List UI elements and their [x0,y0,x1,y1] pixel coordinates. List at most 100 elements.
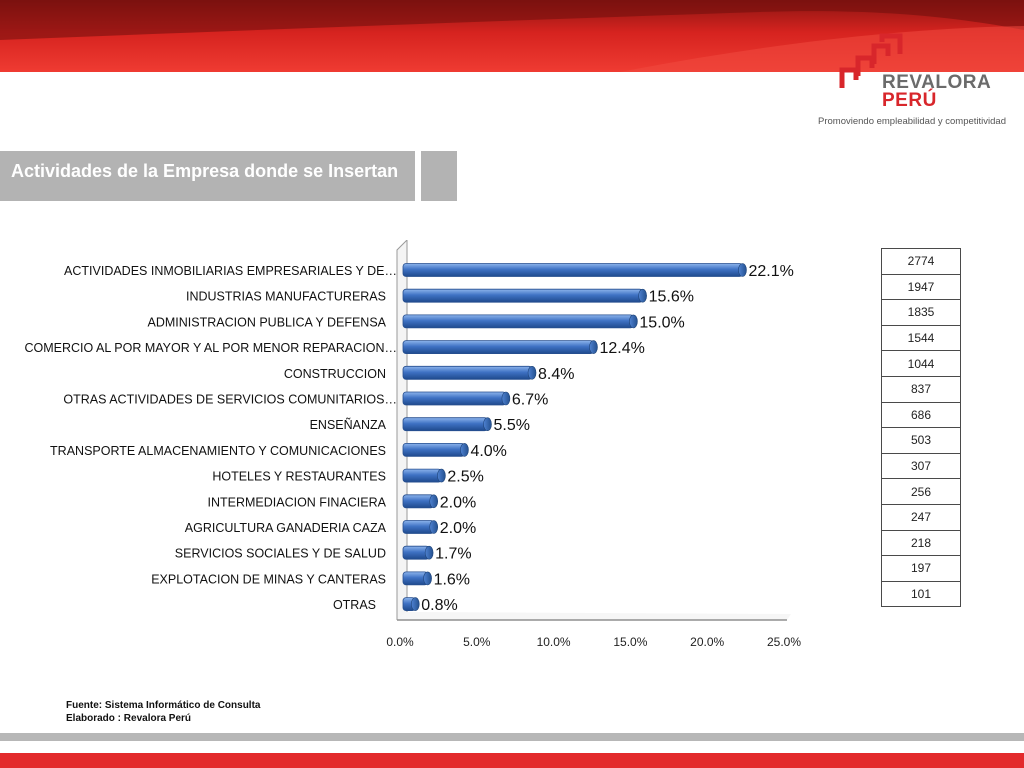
bar-group [402,391,511,406]
bar [402,520,435,534]
bar-cap [738,263,747,277]
count-cell: 197 [881,555,961,582]
bar [402,468,442,483]
title-tab-decoration [421,151,457,201]
bar-group [402,314,638,329]
value-label: 0.8% [421,597,457,614]
category-label: ACTIVIDADES INMOBILIARIAS EMPRESARIALES … [64,264,397,278]
value-label: 2.5% [447,469,483,486]
bar-group [402,468,446,483]
counts-row: 2774 [881,248,961,275]
counts-row: 686 [881,401,961,429]
brand-name: REVALORA [882,72,992,93]
count-cell: 1544 [881,324,961,352]
count-cell: 218 [881,529,961,557]
counts-row: 1947 [881,273,961,301]
bar-cap [410,597,420,611]
bar-chart: 0.0% 5.0% 10.0% 15.0% 20.0% 25.0% ACTIVIDADES… [24,240,801,649]
count-cell: 1044 [881,350,961,377]
category-label: SERVICIOS SOCIALES Y DE SALUD [175,547,386,561]
bar-cap [429,494,439,509]
counts-row: 101 [881,580,961,608]
value-label: 8.4% [538,366,574,383]
category-label: COMERCIO AL POR MAYOR Y AL POR MENOR REP… [24,341,397,355]
value-label: 22.1% [748,263,793,280]
category-label: TRANSPORTE ALMACENAMIENTO Y COMUNICACION… [50,444,386,458]
count-cell: 503 [881,427,961,454]
x-tick-label: 10.0% [537,635,571,649]
bar-cap [629,314,638,329]
value-label: 15.0% [639,314,684,331]
bar [402,263,743,277]
bar [402,417,488,432]
source-note: Fuente: Sistema Informático de Consulta [66,700,261,711]
count-cell: 101 [881,580,961,608]
value-label: 1.7% [435,546,471,563]
category-label: INDUSTRIAS MANUFACTURERAS [186,290,386,304]
header-band [0,0,1024,72]
counts-row: 218 [881,529,961,557]
counts-row: 503 [881,427,961,454]
bar-group [402,263,747,277]
page-title: Actividades de la Empresa donde se Inser… [11,161,399,181]
counts-row: 247 [881,503,961,531]
category-label: INTERMEDIACION FINACIERA [208,495,387,509]
logo-mark-icon [839,33,903,88]
bar-cap [527,366,537,380]
bar-cap [483,417,492,431]
count-cell: 307 [881,452,961,480]
category-label: ENSEÑANZA [310,418,387,432]
value-label: 1.6% [434,571,470,588]
category-label: ADMINISTRACION PUBLICA Y DEFENSA [148,315,387,329]
bar [402,442,465,457]
chart-floor [397,612,791,620]
counts-table: 2774 1947 1835 1544 1044 837 686 503 307 256 247 21… [881,248,961,608]
count-cell: 247 [881,503,961,531]
count-cell: 837 [881,375,961,403]
bar-cap [424,545,434,560]
footer-notes: Fuente: Sistema Informático de Consulta … [66,699,260,725]
count-cell: 686 [881,401,961,429]
x-tick-label: 0.0% [386,635,414,649]
bar-cap [460,443,469,457]
counts-row: 256 [881,478,961,505]
bar [402,340,594,354]
count-cell: 2774 [881,248,961,275]
x-tick-label: 25.0% [767,635,801,649]
x-tick-label: 20.0% [690,635,724,649]
count-cell: 256 [881,478,961,505]
counts-row: 1835 [881,299,961,326]
value-label: 2.0% [440,520,476,537]
bar [402,314,634,329]
counts-row: 307 [881,452,961,480]
counts-row: 1044 [881,350,961,377]
bar [402,288,644,303]
bar-cap [429,520,439,534]
value-label: 2.0% [440,494,476,511]
bar-cap [638,288,647,303]
bar-group [402,494,439,509]
bar-cap [437,468,446,483]
bar-group [402,442,469,457]
count-cell: 1947 [881,273,961,301]
counts-row: 197 [881,555,961,582]
counts-row: 837 [881,375,961,403]
category-label: OTRAS [333,598,376,612]
bar-group [402,340,598,354]
bar-cap [589,340,598,354]
bar [402,365,533,380]
value-label: 5.5% [493,417,529,434]
category-label: HOTELES Y RESTAURANTES [212,470,386,484]
bar [402,494,435,509]
value-label: 6.7% [512,392,548,409]
bar-group [402,545,434,560]
bar-group [402,417,492,432]
bar [402,391,507,406]
revalora-logo: REVALORA PERÚ Promoviendo empleabilidad … [818,32,1006,132]
bar-group [402,288,647,303]
bar-group [402,520,439,534]
bar-group [402,597,420,612]
x-tick-label: 15.0% [613,635,647,649]
counts-row: 1544 [881,324,961,352]
bar-cap [423,571,432,586]
